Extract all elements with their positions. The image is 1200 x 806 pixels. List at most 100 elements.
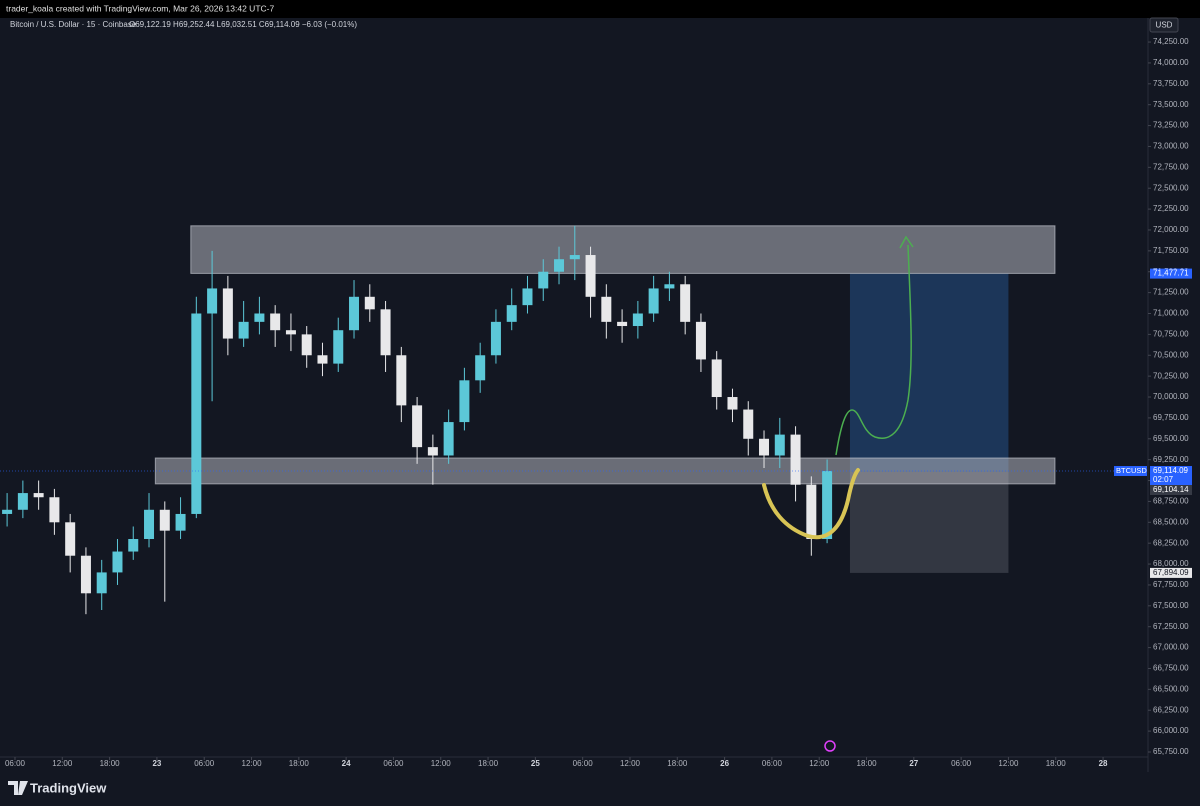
- y-tick-label: 65,750.00: [1153, 747, 1189, 756]
- y-tick-label: 66,500.00: [1153, 684, 1189, 693]
- y-tick-label: 70,000.00: [1153, 392, 1189, 401]
- zone: [154, 457, 1056, 485]
- x-tick-label: 12:00: [431, 759, 452, 768]
- x-tick-label: 18:00: [100, 759, 121, 768]
- candle-body: [128, 539, 139, 552]
- x-tick-label: 12:00: [52, 759, 73, 768]
- candle-body: [175, 513, 186, 531]
- x-tick-label: 06:00: [951, 759, 972, 768]
- x-tick-label: 06:00: [5, 759, 26, 768]
- candle-body: [427, 447, 438, 456]
- y-tick-label: 66,250.00: [1153, 705, 1189, 714]
- candle-body: [822, 471, 833, 540]
- candle-body: [538, 271, 549, 289]
- candle-body: [270, 313, 281, 331]
- candle-body: [412, 405, 423, 448]
- candle-body: [759, 438, 770, 456]
- plot: 65,750.00 66,000.00 66,250.00 66,500.00 66,7…: [0, 37, 1192, 768]
- y-tick-label: 66,000.00: [1153, 726, 1189, 735]
- y-tick-label: 73,500.00: [1153, 100, 1189, 109]
- y-tick-label: 69,500.00: [1153, 434, 1189, 443]
- position-profit: [849, 273, 1009, 472]
- y-tick-label: 70,750.00: [1153, 329, 1189, 338]
- candle-body: [648, 288, 659, 314]
- y-tick-label: 67,250.00: [1153, 622, 1189, 631]
- candle-body: [349, 296, 360, 331]
- candle-body: [159, 509, 170, 531]
- ohlc: O69,122.19 H69,252.44 L69,032.51 C69,114…: [129, 20, 357, 29]
- y-tick-label: 72,250.00: [1153, 204, 1189, 213]
- currency-box[interactable]: [1149, 17, 1179, 33]
- x-tick-label: 18:00: [667, 759, 688, 768]
- brand: TradingView: [30, 780, 107, 795]
- x-tick-label: 06:00: [194, 759, 215, 768]
- y-tick-label: 73,750.00: [1153, 79, 1189, 88]
- y-tick-label: 68,250.00: [1153, 538, 1189, 547]
- footer: [0, 772, 1200, 806]
- symbol-label: BTCUSD: [1116, 466, 1147, 475]
- x-tick-label: 06:00: [383, 759, 404, 768]
- y-tick-label: 73,000.00: [1153, 142, 1189, 151]
- x-tick-label: 26: [720, 759, 729, 768]
- drawing-curve: [762, 468, 860, 540]
- candle-body: [554, 259, 565, 272]
- y-tick-label: 74,000.00: [1153, 58, 1189, 67]
- x-tick-label: 28: [1099, 759, 1108, 768]
- y-tick-label: 70,250.00: [1153, 371, 1189, 380]
- y-tick-label: 67,750.00: [1153, 580, 1189, 589]
- candle-body: [380, 309, 391, 356]
- candle-body: [254, 313, 265, 322]
- logo-icon: [8, 781, 28, 795]
- y-tick-label: 71,000.00: [1153, 309, 1189, 318]
- x-tick-label: 12:00: [620, 759, 641, 768]
- x-tick-label: 18:00: [478, 759, 499, 768]
- x-tick-label: 12:00: [809, 759, 830, 768]
- entry-box: [1150, 485, 1192, 496]
- candle-body: [33, 493, 44, 498]
- entry-label: 69,104.14: [1153, 485, 1189, 494]
- y-tick-label: 72,500.00: [1153, 183, 1189, 192]
- zone: [190, 225, 1056, 274]
- target-label: 71,477.71: [1153, 269, 1189, 278]
- candle-body: [601, 296, 612, 322]
- candle-body: [317, 355, 328, 364]
- y-tick-label: 67,000.00: [1153, 643, 1189, 652]
- countdown: 02:07: [1153, 475, 1174, 484]
- symbol-box: [1114, 466, 1147, 477]
- candle-body: [585, 255, 596, 297]
- candle-body: [522, 288, 533, 306]
- candle-body: [475, 355, 486, 381]
- candle-body: [96, 572, 107, 594]
- credit-bar: [0, 0, 1200, 18]
- candle-body: [285, 330, 296, 335]
- candle-body: [459, 380, 470, 423]
- x-tick-label: 27: [909, 759, 918, 768]
- candle-body: [17, 493, 28, 510]
- x-tick-label: 24: [342, 759, 351, 768]
- y-tick-label: 66,750.00: [1153, 664, 1189, 673]
- y-tick-label: 71,250.00: [1153, 288, 1189, 297]
- candle-body: [222, 288, 233, 339]
- candle-body: [49, 497, 60, 523]
- candle-body: [711, 359, 722, 398]
- x-tick-label: 18:00: [289, 759, 310, 768]
- y-tick-label: 74,250.00: [1153, 37, 1189, 46]
- currency: USD: [1156, 21, 1173, 30]
- target-box: [1150, 268, 1192, 279]
- candle-body: [695, 321, 706, 360]
- y-tick-label: 71,750.00: [1153, 246, 1189, 255]
- candle-body: [743, 409, 754, 439]
- event-icon[interactable]: [824, 740, 836, 752]
- x-tick-label: 06:00: [573, 759, 594, 768]
- symbol: Bitcoin / U.S. Dollar · 15 · Coinbase: [10, 20, 137, 29]
- candle-body: [727, 397, 738, 410]
- drawing-arrow: [835, 244, 912, 456]
- candle-body: [569, 255, 580, 260]
- candle-body: [65, 522, 76, 556]
- y-tick-label: 68,750.00: [1153, 497, 1189, 506]
- candle-body: [774, 434, 785, 456]
- y-tick-label: 68,000.00: [1153, 559, 1189, 568]
- candle-body: [80, 555, 91, 594]
